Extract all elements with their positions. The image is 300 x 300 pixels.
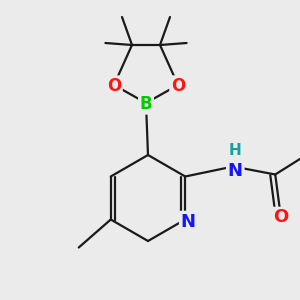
Text: O: O (171, 77, 185, 95)
Text: O: O (274, 208, 289, 226)
Text: N: N (181, 212, 196, 230)
Text: B: B (140, 95, 152, 113)
Text: H: H (229, 143, 242, 158)
Text: O: O (107, 77, 121, 95)
Text: N: N (228, 161, 243, 179)
